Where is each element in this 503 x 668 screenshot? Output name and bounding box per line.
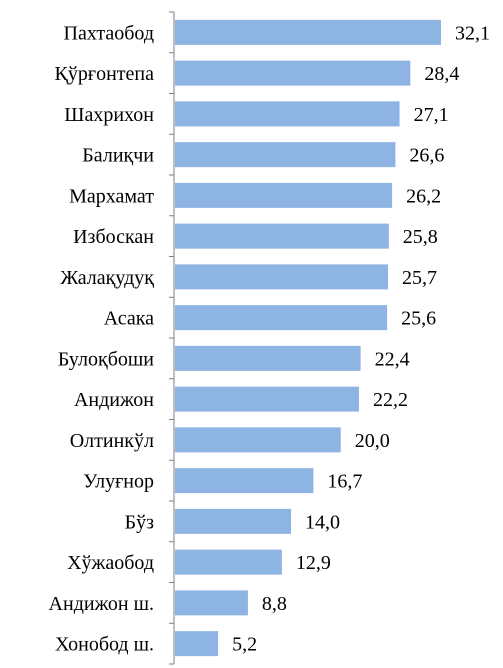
value-label: 26,6	[409, 145, 444, 167]
bar	[175, 101, 400, 127]
bar	[175, 386, 359, 412]
category-label: Булоқбоши	[58, 348, 154, 370]
value-label: 8,8	[262, 593, 287, 615]
bars-group	[175, 19, 441, 657]
category-label: Андижон ш.	[49, 593, 154, 615]
category-labels-group: Пахтаобод Қўрғонтепа Шахрихон Балиқчи Мархам…	[49, 22, 155, 655]
bar	[175, 142, 396, 168]
category-label: Избоскан	[73, 226, 154, 248]
category-label: Бўз	[125, 511, 154, 533]
value-label: 12,9	[296, 552, 331, 574]
bar	[175, 590, 248, 616]
category-label: Олтинкўл	[70, 430, 154, 452]
bar	[175, 427, 341, 453]
category-label: Балиқчи	[82, 145, 154, 167]
value-label: 16,7	[327, 471, 362, 493]
value-label: 25,6	[401, 308, 436, 330]
value-label: 14,0	[305, 511, 340, 533]
value-label: 32,1	[455, 22, 490, 44]
category-label: Улуғнор	[83, 471, 154, 493]
bar	[175, 182, 393, 208]
category-label: Жалақудуқ	[60, 267, 154, 289]
value-label: 20,0	[355, 430, 390, 452]
bar	[175, 19, 441, 45]
category-label: Қўрғонтепа	[55, 63, 155, 85]
value-label: 28,4	[424, 63, 459, 85]
bar	[175, 345, 361, 371]
bar	[175, 549, 282, 575]
value-label: 5,2	[232, 634, 257, 656]
category-label: Пахтаобод	[64, 22, 154, 44]
category-label: Хонобод ш.	[55, 634, 154, 656]
bar	[175, 223, 389, 249]
axis-ticks-group	[169, 11, 174, 665]
bar	[175, 60, 411, 86]
bar	[175, 305, 388, 331]
bar	[175, 264, 388, 290]
category-label: Мархамат	[69, 185, 154, 207]
bar	[175, 631, 219, 657]
bar	[175, 468, 314, 494]
value-label: 27,1	[414, 104, 449, 126]
bar	[175, 508, 292, 534]
value-label: 22,4	[375, 348, 410, 370]
value-label: 26,2	[406, 185, 441, 207]
value-labels-group: 32,1 28,4 27,1 26,6 26,2 25,8 25,7 25,6 22,4 22,2…	[232, 22, 490, 655]
value-label: 22,2	[373, 389, 408, 411]
category-label: Асака	[104, 308, 154, 330]
value-label: 25,7	[402, 267, 437, 289]
value-label: 25,8	[403, 226, 438, 248]
category-label: Андижон	[74, 389, 154, 411]
category-label: Шахрихон	[64, 104, 154, 126]
category-label: Хўжаобод	[67, 552, 154, 574]
